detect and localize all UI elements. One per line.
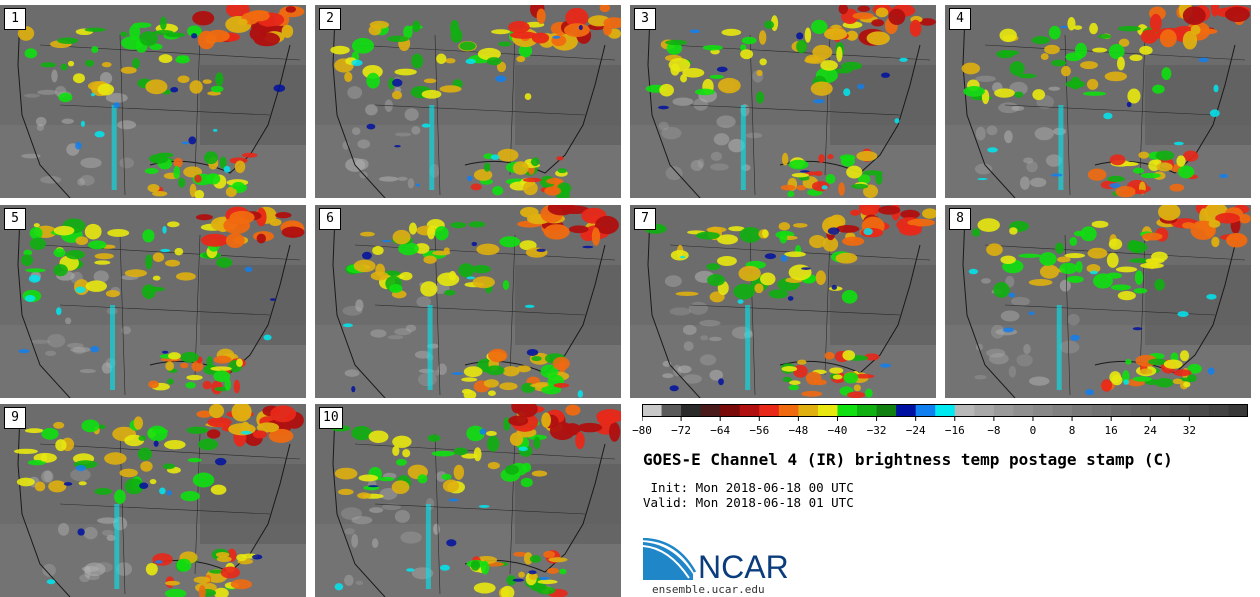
colorbar-tick-label: −56: [749, 424, 770, 437]
colorbar-swatch: [1189, 404, 1210, 417]
stamp-panel-4: 4: [945, 5, 1251, 198]
colorbar-swatch: [837, 404, 858, 417]
colorbar-swatch: [993, 404, 1014, 417]
panel-number: 8: [949, 208, 971, 230]
colorbar-swatch: [1150, 404, 1171, 417]
colorbar-tick-label: 0: [1029, 424, 1037, 437]
colorbar-swatch: [720, 404, 741, 417]
ncar-logo-icon: [643, 538, 697, 580]
ncar-logo-text: NCAR: [698, 549, 789, 585]
page-title: GOES-E Channel 4 (IR) brightness temp po…: [643, 450, 1173, 469]
ir-map-1: [0, 5, 306, 198]
panel-number: 1: [4, 8, 26, 30]
panel-number: 7: [634, 208, 656, 230]
colorbar-swatch: [817, 404, 838, 417]
colorbar-swatch: [876, 404, 897, 417]
ir-map-6: [315, 205, 621, 398]
colorbar-swatch: [1091, 404, 1112, 417]
ir-map-5: [0, 205, 306, 398]
colorbar-tick-label: −64: [710, 424, 731, 437]
colorbar-swatch: [661, 404, 682, 417]
site-url: ensemble.ucar.edu: [652, 583, 765, 596]
colorbar-swatch: [739, 404, 760, 417]
colorbar-swatch: [896, 404, 917, 417]
colorbar-tick-label: 8: [1068, 424, 1076, 437]
valid-time: Valid: Mon 2018-06-18 01 UTC: [643, 495, 854, 510]
stamp-panel-3: 3: [630, 5, 936, 198]
colorbar-tick-label: −8: [987, 424, 1001, 437]
colorbar-swatch: [974, 404, 995, 417]
colorbar-tick-label: 16: [1104, 424, 1118, 437]
colorbar-swatch: [778, 404, 799, 417]
colorbar-swatch: [1072, 404, 1093, 417]
colorbar-tick-label: −48: [788, 424, 809, 437]
colorbar-tick-label: −16: [944, 424, 965, 437]
ir-map-7: [630, 205, 936, 398]
colorbar-swatch: [700, 404, 721, 417]
stamp-panel-2: 2: [315, 5, 621, 198]
colorbar-tick-label: −32: [866, 424, 887, 437]
colorbar-swatch: [1169, 404, 1190, 417]
stamp-panel-7: 7: [630, 205, 936, 398]
colorbar-swatch: [1130, 404, 1151, 417]
colorbar-swatch: [1013, 404, 1034, 417]
colorbar-tick-label: 24: [1143, 424, 1157, 437]
colorbar-swatch: [935, 404, 956, 417]
colorbar-swatch: [954, 404, 975, 417]
colorbar-swatch: [642, 404, 663, 417]
ir-map-2: [315, 5, 621, 198]
colorbar: [642, 404, 1248, 421]
stamp-panel-6: 6: [315, 205, 621, 398]
panel-number: 5: [4, 208, 26, 230]
colorbar-tick-label: −80: [632, 424, 652, 437]
ir-map-3: [630, 5, 936, 198]
colorbar-swatch: [1111, 404, 1132, 417]
colorbar-tick-label: −24: [905, 424, 926, 437]
colorbar-swatch: [1032, 404, 1054, 417]
colorbar-tick-label: −72: [671, 424, 692, 437]
panel-number: 9: [4, 407, 26, 429]
init-time: Init: Mon 2018-06-18 00 UTC: [643, 480, 854, 495]
panel-number: 4: [949, 8, 971, 30]
panel-number: 3: [634, 8, 656, 30]
colorbar-swatch: [915, 404, 936, 417]
ir-map-4: [945, 5, 1251, 198]
colorbar-swatch: [1228, 404, 1248, 417]
stamp-panel-5: 5: [0, 205, 306, 398]
colorbar-swatch: [1052, 404, 1073, 417]
colorbar-swatch: [1208, 404, 1229, 417]
ir-map-10: [315, 404, 621, 597]
panel-number: 2: [319, 8, 341, 30]
colorbar-tick-label: 32: [1182, 424, 1196, 437]
colorbar-swatch: [681, 404, 702, 417]
stamp-panel-9: 9: [0, 404, 306, 597]
ir-map-9: [0, 404, 306, 597]
panel-number: 10: [319, 407, 343, 429]
colorbar-swatch: [759, 404, 780, 417]
ir-map-8: [945, 205, 1251, 398]
stamp-panel-1: 1: [0, 5, 306, 198]
colorbar-tick-label: −40: [827, 424, 848, 437]
stamp-panel-8: 8: [945, 205, 1251, 398]
panel-number: 6: [319, 208, 341, 230]
colorbar-swatch: [857, 404, 878, 417]
stamp-panel-10: 10: [315, 404, 621, 597]
colorbar-swatch: [798, 404, 819, 417]
